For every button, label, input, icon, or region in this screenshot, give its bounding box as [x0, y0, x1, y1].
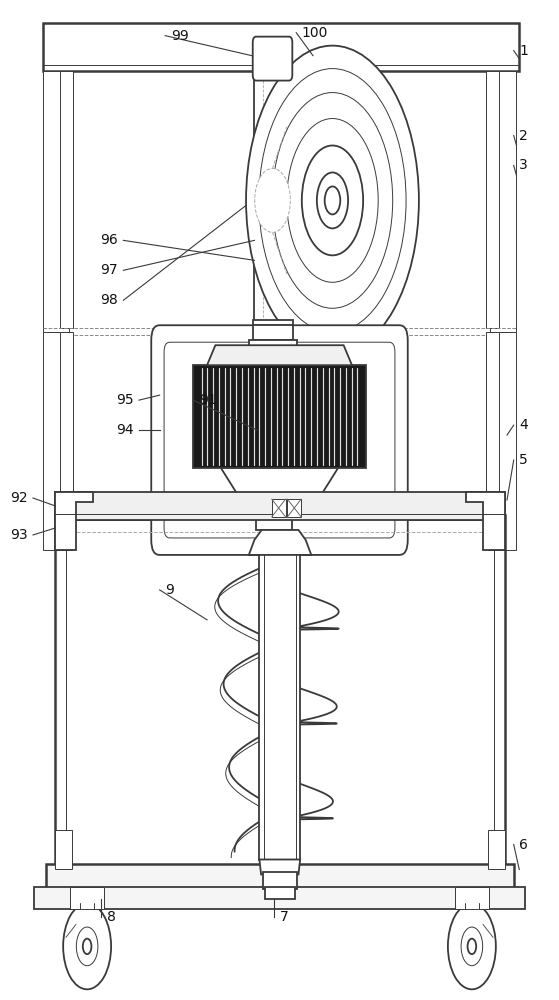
Text: 94: 94: [116, 423, 134, 437]
Text: 97: 97: [100, 263, 118, 277]
Circle shape: [448, 903, 496, 989]
Bar: [486, 332, 499, 546]
Bar: [490, 332, 517, 550]
Bar: [42, 332, 69, 550]
Bar: [70, 887, 104, 909]
Bar: [259, 552, 300, 859]
Text: 7: 7: [280, 910, 288, 924]
Bar: [55, 492, 505, 520]
Text: 93: 93: [10, 528, 27, 542]
Bar: [46, 864, 514, 889]
Bar: [60, 332, 73, 546]
Bar: [486, 71, 499, 328]
FancyBboxPatch shape: [151, 325, 408, 555]
Circle shape: [246, 46, 419, 355]
Bar: [60, 71, 73, 328]
Text: 91: 91: [198, 393, 216, 407]
Bar: [263, 872, 297, 889]
Circle shape: [467, 939, 476, 954]
Text: 95: 95: [116, 393, 134, 407]
Bar: [272, 499, 286, 517]
Bar: [254, 71, 291, 335]
Bar: [455, 887, 489, 909]
Text: 92: 92: [10, 491, 27, 505]
Bar: [34, 887, 525, 909]
Polygon shape: [55, 492, 93, 550]
Text: 5: 5: [519, 453, 528, 467]
Circle shape: [63, 903, 111, 989]
Bar: [488, 830, 505, 869]
Bar: [55, 510, 72, 550]
Text: 8: 8: [107, 910, 116, 924]
Text: 9: 9: [165, 583, 174, 597]
Bar: [488, 510, 505, 550]
Polygon shape: [221, 468, 338, 508]
Bar: [55, 830, 72, 869]
FancyBboxPatch shape: [164, 342, 395, 538]
Bar: [490, 71, 517, 332]
Text: 100: 100: [302, 26, 328, 40]
Bar: [253, 325, 293, 340]
Bar: [253, 320, 293, 335]
Bar: [193, 365, 366, 468]
Polygon shape: [207, 345, 352, 365]
Bar: [249, 340, 297, 355]
Bar: [256, 505, 292, 530]
Circle shape: [83, 939, 92, 954]
Bar: [42, 71, 69, 332]
Bar: [265, 887, 295, 899]
Bar: [67, 520, 494, 864]
Circle shape: [302, 145, 363, 255]
Circle shape: [325, 186, 340, 214]
Polygon shape: [249, 530, 311, 555]
Text: 99: 99: [170, 29, 188, 43]
FancyBboxPatch shape: [253, 37, 292, 81]
Text: 4: 4: [519, 418, 528, 432]
Bar: [55, 515, 505, 869]
Bar: [287, 499, 301, 517]
Circle shape: [317, 172, 348, 228]
Circle shape: [77, 927, 98, 966]
Circle shape: [272, 93, 392, 308]
Circle shape: [255, 168, 290, 232]
Circle shape: [461, 927, 482, 966]
Bar: [42, 23, 519, 71]
Text: 2: 2: [519, 129, 528, 143]
Circle shape: [259, 69, 406, 332]
Text: 6: 6: [519, 838, 528, 852]
Text: 98: 98: [100, 293, 118, 307]
Polygon shape: [466, 492, 505, 550]
Text: 3: 3: [519, 158, 528, 172]
Polygon shape: [259, 859, 300, 874]
Text: 1: 1: [519, 44, 528, 58]
Circle shape: [287, 119, 378, 282]
Text: 96: 96: [100, 233, 118, 247]
